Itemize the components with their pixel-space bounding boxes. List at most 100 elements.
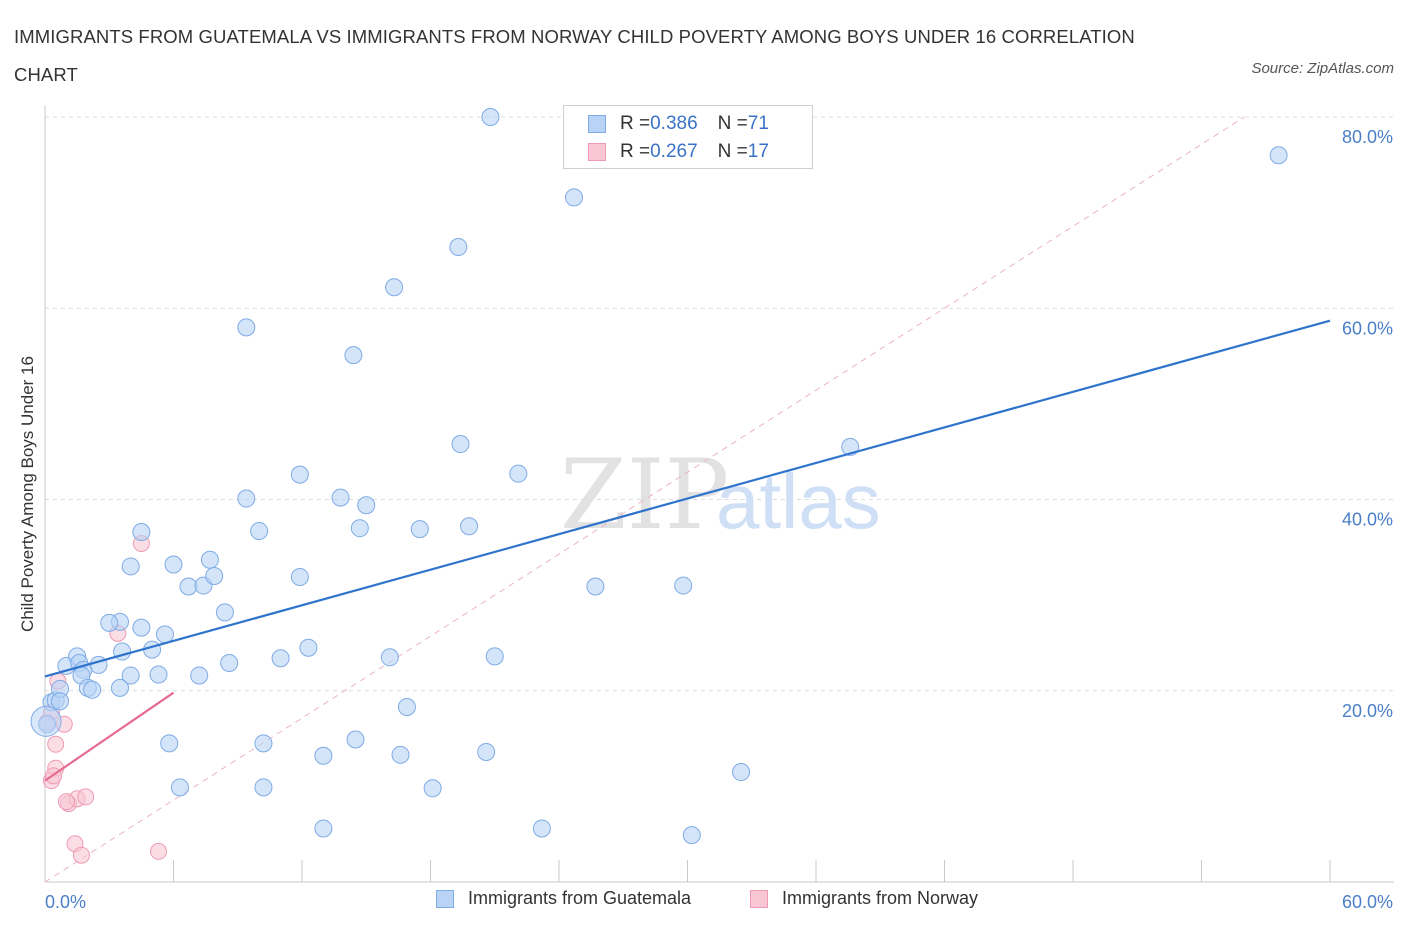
norway-swatch [750,889,768,908]
guatemala-point [200,550,219,569]
legend-r-label: R = [620,141,651,162]
tick-labels: 20.0% 40.0% 60.0% 80.0% 0.0% 60.0% [45,127,1393,912]
y-tick-label: 60.0% [1342,318,1393,338]
legend-r-value: 0.267 [650,141,698,162]
guatemala-point [397,698,416,717]
guatemala-point [110,678,129,697]
guatemala-point [481,108,500,126]
legend-n-label: N = [717,141,748,162]
guatemala-point [299,638,318,657]
y-tick-label: 20.0% [1342,701,1393,721]
guatemala-point [215,603,234,622]
guatemala-point [451,435,470,454]
legend-item-guatemala[interactable]: Immigrants from Guatemala [436,888,691,909]
guatemala-point [250,522,269,541]
guatemala-point [190,666,209,685]
chart-title: IMMIGRANTS FROM GUATEMALA VS IMMIGRANTS … [14,26,1135,85]
guatemala-point [449,238,468,257]
guatemala-point [1269,146,1288,165]
legend-r-label: R = [620,113,651,134]
guatemala-point [30,705,62,737]
legend-label-guatemala: Immigrants from Guatemala [468,888,692,908]
guatemala-point [155,625,174,644]
guatemala-point [314,746,333,765]
guatemala-point [254,734,273,753]
guatemala-point [460,517,479,536]
legend-r-value: 0.386 [650,113,698,134]
guatemala-point [83,680,102,699]
series-legend: Immigrants from Guatemala Immigrants fro… [0,888,1406,916]
guatemala-point [485,647,504,666]
source-credit: Source: ZipAtlas.com [1251,60,1394,77]
legend-row-guatemala: R = 0.386 N = 71 [588,111,769,137]
norway-point [47,735,65,753]
guatemala-point [271,649,290,668]
guatemala-point [410,520,429,539]
norway-point [72,846,90,864]
guatemala-point [121,666,140,685]
guatemala-point [380,648,399,667]
guatemala-point [179,577,198,596]
trend-lines [44,319,1331,782]
guatemala-trend-line [44,319,1331,678]
watermark: ZIP atlas [560,439,881,551]
guatemala-point [344,346,363,365]
guatemala-point [237,318,256,337]
y-tick-label: 80.0% [1342,127,1393,147]
y-tick-label: 40.0% [1342,510,1393,530]
guatemala-point [100,613,119,632]
legend-n-label: N = [717,113,748,134]
guatemala-point [149,665,168,684]
guatemala-point [586,577,605,596]
stats-legend: R = 0.386 N = 71 R = 0.267 N = 17 [563,105,813,169]
guatemala-point [674,576,693,595]
guatemala-point [220,654,239,673]
guatemala-point [357,496,376,515]
guatemala-point [121,557,140,576]
norway-swatch [588,143,606,161]
legend-row-norway: R = 0.267 N = 17 [588,139,769,165]
guatemala-point [132,523,151,542]
guatemala-swatch [588,115,606,133]
legend-n-value: 17 [747,141,769,162]
x-tick-label: 60.0% [1342,892,1393,912]
guatemala-point [237,489,256,508]
guatemala-point [290,567,309,586]
guatemala-point [509,464,528,483]
guatemala-points [30,108,1288,845]
x-tick-label: 0.0% [45,892,86,912]
legend-label-norway: Immigrants from Norway [782,888,979,908]
norway-trend-line [44,691,175,782]
guatemala-point [132,618,151,637]
guatemala-point [346,730,365,749]
guatemala-point [164,555,183,574]
guatemala-point [841,437,860,456]
guatemala-point [50,692,69,711]
guatemala-point [170,778,189,797]
guatemala-point [385,278,404,297]
axes [44,105,1394,883]
guatemala-point [350,519,369,538]
legend-n-value: 71 [747,113,769,134]
guatemala-swatch [436,889,454,908]
guatemala-point [391,745,410,764]
gridlines [45,116,1394,692]
guatemala-point [290,465,309,484]
guatemala-point [564,188,583,207]
norway-point [77,788,95,806]
guatemala-point [732,763,751,782]
guatemala-point [254,778,273,797]
guatemala-point [682,826,701,845]
guatemala-point [160,734,179,753]
guatemala-point [532,819,551,838]
norway-point [57,793,75,811]
guatemala-point [423,779,442,798]
guatemala-point [143,640,162,659]
guatemala-point [477,742,496,761]
guatemala-point [314,819,333,838]
legend-item-norway[interactable]: Immigrants from Norway [750,888,978,909]
guatemala-point [331,488,350,507]
watermark-atlas: atlas [716,457,881,545]
norway-point [150,842,168,860]
